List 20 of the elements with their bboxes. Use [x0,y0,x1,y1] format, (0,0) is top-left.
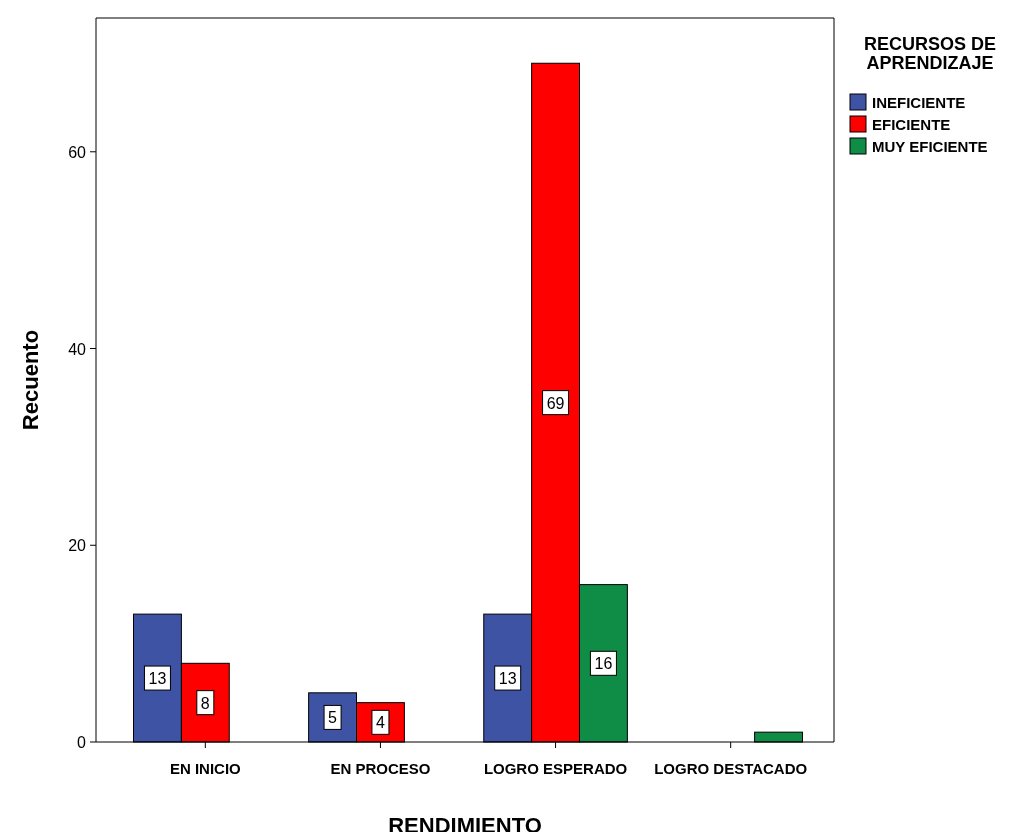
legend-label: MUY EFICIENTE [872,138,988,155]
data-label: 13 [148,670,167,688]
data-label: 8 [200,694,210,712]
y-tick-label: 20 [68,537,87,555]
x-tick-label: EN PROCESO [330,760,431,777]
x-tick-label: LOGRO ESPERADO [483,760,628,777]
data-label: 69 [546,394,565,412]
y-tick-label: 60 [68,143,87,161]
legend-title: RECURSOS DE APRENDIZAJE [863,34,997,73]
y-axis-title: Recuento [18,329,43,431]
data-label: 4 [375,714,385,732]
y-tick-label: 40 [68,340,87,358]
data-label: 13 [498,670,517,688]
y-tick-label: 0 [77,734,87,751]
x-tick-label: LOGRO DESTACADO [654,760,808,777]
legend-label: EFICIENTE [872,116,951,133]
data-label: 16 [594,655,613,673]
legend-label: INEFICIENTE [872,94,966,111]
x-tick-label: EN INICIO [169,760,242,777]
data-label: 5 [328,709,338,727]
